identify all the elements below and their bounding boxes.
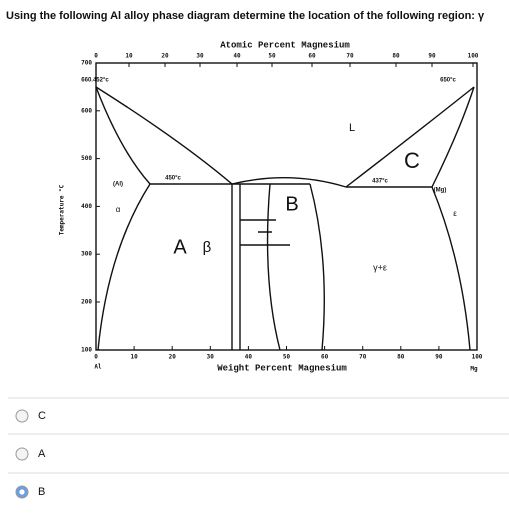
- solvus-al: [97, 183, 151, 351]
- annotation: β: [203, 239, 212, 256]
- left-tick-label: 700: [81, 60, 92, 67]
- liquidus-left: [95, 86, 233, 185]
- right-end: Mg: [470, 366, 478, 373]
- annotation: α: [116, 205, 121, 214]
- annotation: γ+ε: [373, 262, 387, 272]
- annotation: A: [173, 236, 187, 258]
- bottom-tick-label: 90: [435, 354, 443, 361]
- left-tick-label: 600: [81, 107, 92, 114]
- annotation: L: [349, 122, 355, 134]
- x-axis-title: Weight Percent Magnesium: [217, 363, 347, 373]
- top-tick-label: 50: [268, 53, 276, 60]
- option-label: A: [38, 448, 46, 460]
- bottom-tick-label: 70: [359, 354, 367, 361]
- bottom-tick-label: 80: [397, 354, 405, 361]
- option-label: C: [38, 410, 46, 422]
- top-tick-label: 40: [233, 53, 241, 60]
- annotation: (Al): [113, 182, 123, 188]
- annotation: (Mg): [434, 188, 447, 194]
- left-tick-label: 300: [81, 251, 92, 258]
- top-tick-label: 0: [94, 53, 98, 60]
- top-tick-label: 30: [196, 53, 204, 60]
- left-end: Al: [94, 364, 102, 371]
- annotation: ε: [453, 209, 457, 218]
- left-tick-label: 100: [81, 346, 92, 353]
- liquidus-mid: [231, 176, 347, 188]
- bottom-tick-label: 10: [130, 354, 138, 361]
- annotation: 660.452°c: [81, 78, 109, 84]
- options: C A B: [8, 397, 509, 499]
- solidus-al: [95, 86, 151, 185]
- option-label: B: [38, 486, 45, 498]
- top-tick-label: 20: [161, 53, 169, 60]
- annotation: B: [285, 193, 298, 215]
- annotation: 437°c: [372, 179, 388, 185]
- annotation: C: [404, 148, 420, 173]
- bottom-tick-label: 20: [169, 354, 177, 361]
- bottom-tick-label: 60: [321, 354, 329, 361]
- annotation: 450°c: [165, 176, 181, 182]
- solvus-mg: [431, 186, 471, 351]
- bottom-tick-label: 50: [283, 354, 291, 361]
- marker-lines: [240, 219, 290, 246]
- top-tick-label: 70: [346, 53, 354, 60]
- solidus-mg: [431, 86, 475, 188]
- option[interactable]: A: [15, 447, 46, 461]
- liquidus-right: [345, 86, 475, 188]
- top-tick-label: 60: [308, 53, 316, 60]
- y-axis-title: Temperature °C: [59, 184, 66, 235]
- left-tick-label: 400: [81, 203, 92, 210]
- top-tick-label: 90: [428, 53, 436, 60]
- left-tick-label: 500: [81, 155, 92, 162]
- top-tick-label: 100: [468, 53, 479, 60]
- gamma-left: [266, 183, 281, 351]
- question: Using the following Al alloy phase diagr…: [6, 10, 485, 22]
- bottom-tick-label: 30: [207, 354, 215, 361]
- bottom-tick-label: 0: [94, 354, 98, 361]
- left-tick-label: 200: [81, 299, 92, 306]
- top-tick-label: 10: [125, 53, 133, 60]
- option[interactable]: C: [15, 409, 46, 423]
- gamma-right: [309, 183, 325, 351]
- radio[interactable]: [15, 409, 29, 423]
- radio[interactable]: [15, 447, 29, 461]
- radio-dot: [19, 489, 25, 495]
- top-axis-title: Atomic Percent Magnesium: [220, 40, 350, 50]
- bottom-tick-label: 100: [472, 354, 483, 361]
- bottom-tick-label: 40: [245, 354, 253, 361]
- option[interactable]: B: [15, 485, 45, 499]
- annotation: 650°c: [440, 78, 456, 84]
- top-tick-label: 80: [392, 53, 400, 60]
